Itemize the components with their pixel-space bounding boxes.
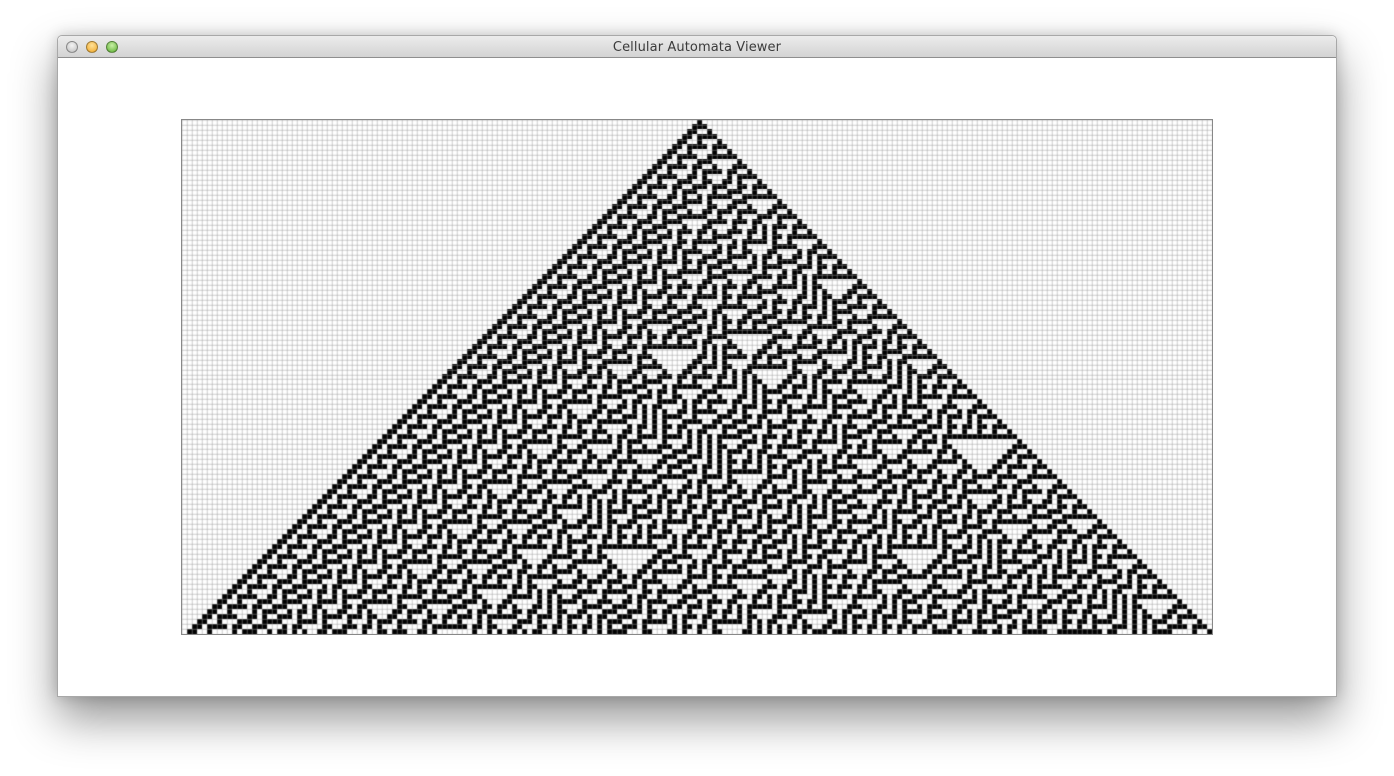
minimize-icon[interactable] [86,41,98,53]
app-window: Cellular Automata Viewer [57,35,1337,697]
automaton-canvas [182,120,1212,634]
content-area [58,58,1336,696]
automaton-grid [181,119,1213,635]
window-title: Cellular Automata Viewer [612,40,782,55]
title-bar[interactable]: Cellular Automata Viewer [58,36,1336,58]
zoom-icon[interactable] [106,41,118,53]
close-icon[interactable] [66,41,78,53]
